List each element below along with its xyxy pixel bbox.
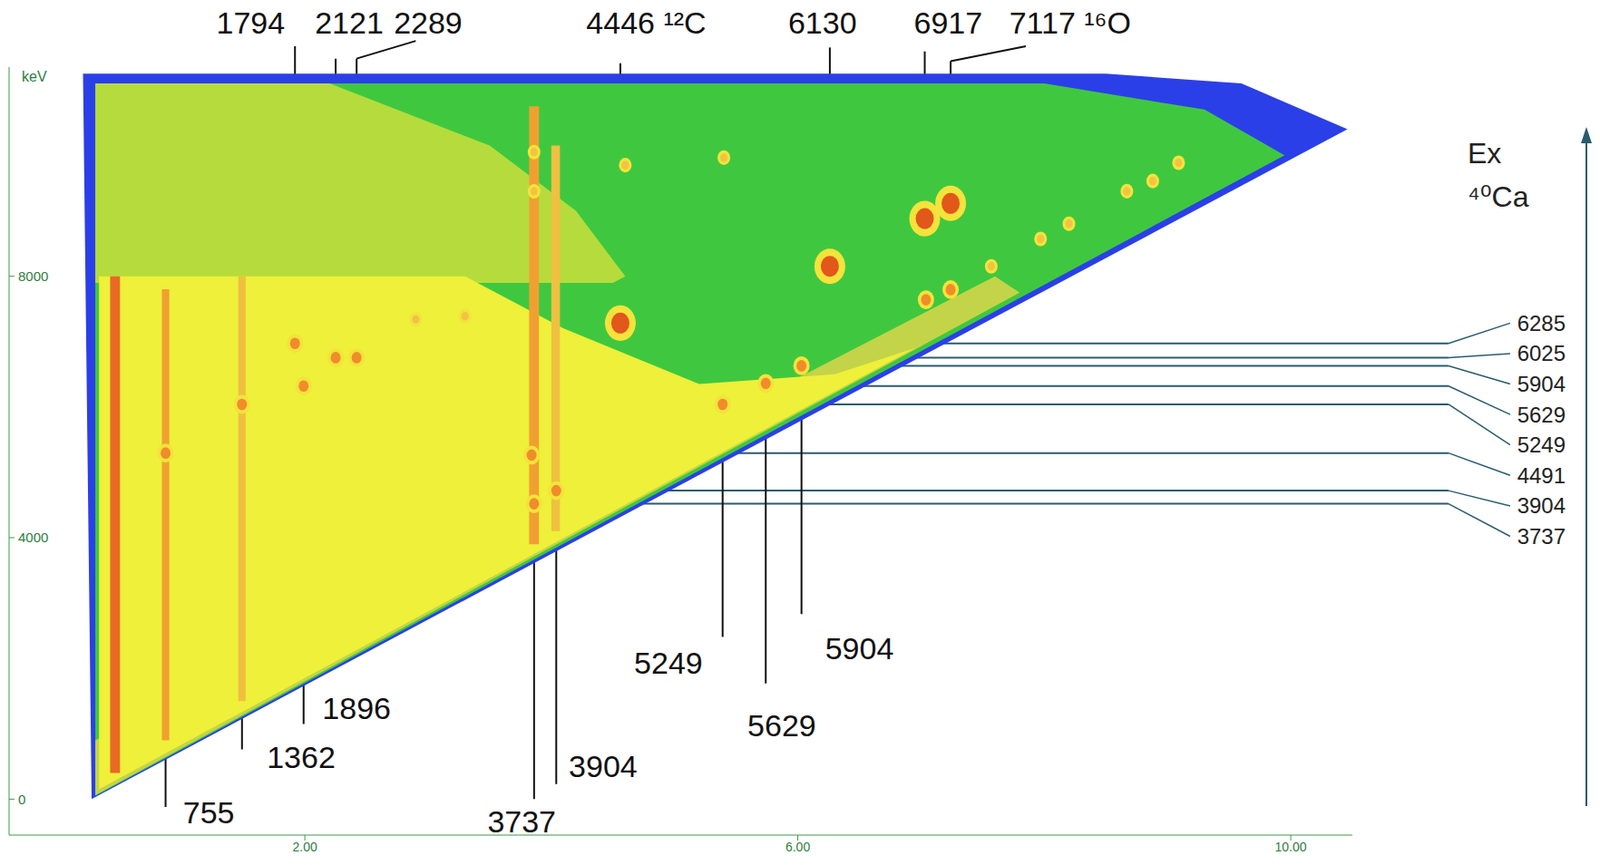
svg-text:2289: 2289 [393, 5, 463, 40]
svg-text:3737: 3737 [1517, 524, 1566, 549]
svg-text:2121: 2121 [314, 5, 384, 40]
svg-text:1362: 1362 [266, 740, 336, 775]
svg-text:5629: 5629 [1517, 402, 1566, 428]
svg-text:1794: 1794 [215, 5, 285, 40]
svg-text:Ex: Ex [1467, 136, 1502, 170]
svg-text:4446 ¹²C: 4446 ¹²C [585, 5, 706, 40]
svg-text:7117 ¹⁶O: 7117 ¹⁶O [1009, 5, 1132, 40]
svg-text:5629: 5629 [747, 708, 817, 743]
svg-text:6.00: 6.00 [785, 839, 810, 855]
svg-text:5249: 5249 [1517, 432, 1566, 458]
svg-text:755: 755 [183, 795, 235, 830]
svg-text:2.00: 2.00 [292, 839, 317, 855]
svg-text:4000: 4000 [18, 529, 49, 546]
svg-text:3737: 3737 [487, 804, 557, 840]
svg-text:8000: 8000 [18, 268, 49, 284]
svg-text:5249: 5249 [634, 645, 703, 681]
svg-text:6130: 6130 [788, 5, 858, 40]
svg-text:1896: 1896 [321, 691, 391, 726]
svg-text:6917: 6917 [914, 5, 984, 40]
svg-text:5904: 5904 [1517, 371, 1566, 397]
svg-text:10.00: 10.00 [1275, 839, 1308, 855]
svg-text:keV: keV [21, 68, 48, 85]
svg-text:0: 0 [18, 791, 26, 808]
svg-text:4491: 4491 [1517, 463, 1566, 488]
svg-text:⁴⁰Ca: ⁴⁰Ca [1467, 180, 1530, 214]
svg-text:6025: 6025 [1517, 341, 1566, 366]
svg-text:3904: 3904 [1517, 493, 1566, 518]
svg-text:6285: 6285 [1517, 311, 1566, 336]
svg-text:3904: 3904 [568, 749, 638, 784]
svg-text:5904: 5904 [825, 631, 895, 666]
